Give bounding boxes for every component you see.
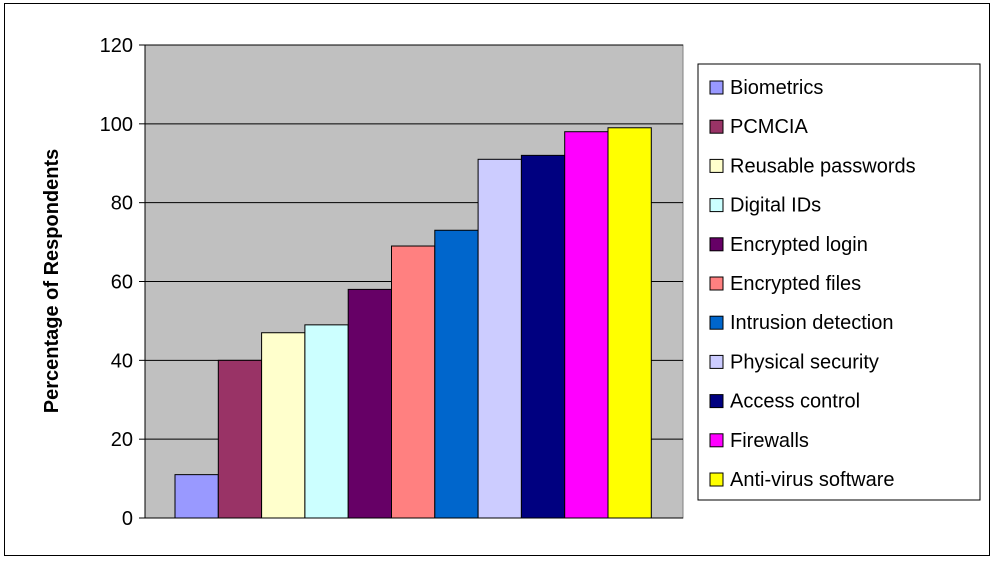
- y-axis-title: Percentage of Respondents: [41, 149, 63, 414]
- y-tick-label: 60: [111, 272, 133, 294]
- bar-encrypted-files: [391, 245, 436, 519]
- legend-label: Reusable passwords: [730, 155, 916, 177]
- y-axis: 0 20 40 60 80 100 120: [100, 35, 683, 530]
- legend-box: [697, 63, 981, 501]
- y-tick-label: 80: [111, 193, 133, 215]
- bar-anti-virus-software: [607, 127, 652, 519]
- legend-swatch: [709, 158, 724, 173]
- legend-swatch: [709, 315, 724, 330]
- bar-encrypted-login: [347, 288, 393, 519]
- y-tick-label: 20: [111, 429, 133, 451]
- legend-label: Encrypted files: [730, 273, 861, 295]
- bar-physical-security: [477, 158, 522, 519]
- legend-label: PCMCIA: [730, 116, 808, 138]
- legend-swatch: [709, 394, 724, 409]
- legend-label: Biometrics: [730, 77, 823, 99]
- bar-digital-ids: [304, 324, 349, 519]
- legend-swatch: [709, 354, 724, 369]
- legend-label: Intrusion detection: [730, 312, 893, 334]
- bar-reusable-passwords: [261, 332, 306, 519]
- legend-label: Digital IDs: [730, 195, 821, 217]
- legend-swatch: [709, 276, 724, 291]
- legend-label: Access control: [730, 391, 860, 413]
- y-tick-label: 40: [111, 350, 133, 372]
- legend-label: Physical security: [730, 351, 879, 373]
- y-tick-label: 100: [100, 114, 133, 136]
- legend-swatch: [709, 198, 724, 213]
- legend-swatch: [709, 80, 724, 95]
- bar-access-control: [520, 154, 566, 519]
- bars: [174, 127, 652, 519]
- legend-swatch: [709, 472, 724, 487]
- bar-biometrics: [174, 474, 219, 519]
- legend-label: Encrypted login: [730, 234, 868, 256]
- bar-intrusion-detection: [434, 229, 479, 519]
- legend-swatch: [709, 119, 724, 134]
- legend-swatch: [709, 433, 724, 448]
- bar-pcmcia: [217, 359, 263, 519]
- legend-label: Firewalls: [730, 430, 809, 452]
- bar-firewalls: [564, 131, 609, 519]
- legend: Biometrics PCMCIA Reusable passwords Digita…: [697, 63, 981, 501]
- y-tick-label: 120: [100, 35, 133, 57]
- legend-swatch: [709, 237, 724, 252]
- legend-label: Anti-virus software: [730, 469, 895, 491]
- y-tick-label: 0: [122, 508, 133, 530]
